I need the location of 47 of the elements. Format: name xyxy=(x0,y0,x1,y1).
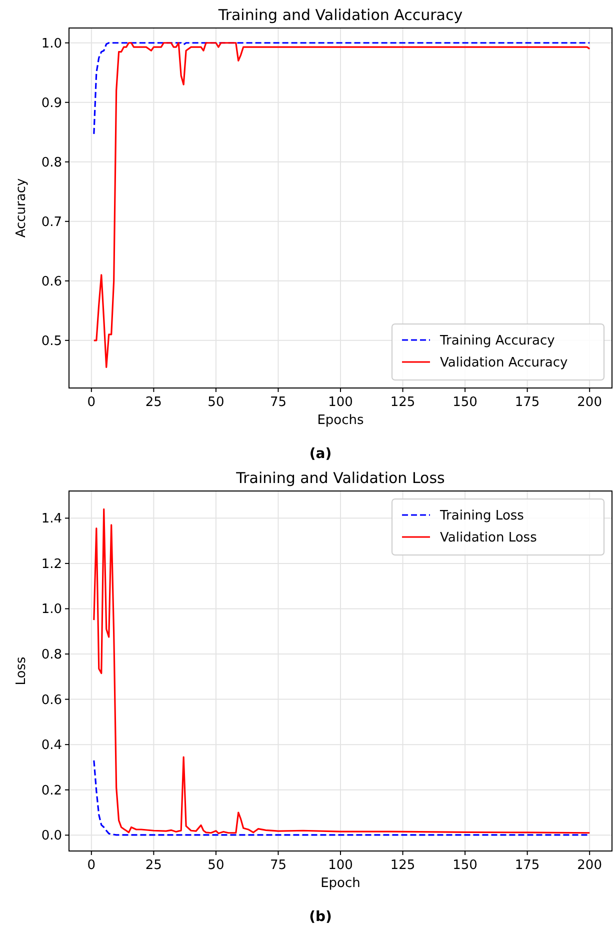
x-tick-label: 25 xyxy=(145,858,162,873)
x-tick-label: 200 xyxy=(577,395,602,410)
y-tick-label: 0.6 xyxy=(41,692,62,708)
x-tick-label: 175 xyxy=(514,858,540,873)
x-tick-label: 50 xyxy=(208,858,224,873)
line-series xyxy=(93,42,590,135)
y-tick-label: 0.7 xyxy=(41,214,62,230)
x-tick-label: 200 xyxy=(577,858,602,873)
x-tick-label: 150 xyxy=(452,395,478,410)
x-tick-label: 0 xyxy=(87,395,96,410)
y-tick-label: 0.0 xyxy=(41,828,62,844)
x-tick-label: 0 xyxy=(87,858,96,873)
x-tick-label: 100 xyxy=(328,858,353,873)
y-tick-label: 1.0 xyxy=(41,36,62,52)
y-tick-label: 0.2 xyxy=(41,783,62,798)
x-tick-label: 25 xyxy=(145,395,162,410)
chart-title: Training and Validation Loss xyxy=(235,469,446,487)
y-tick-label: 1.2 xyxy=(41,556,62,572)
y-tick-label: 1.0 xyxy=(41,602,62,618)
x-tick-label: 75 xyxy=(270,395,287,410)
y-axis-title: Loss xyxy=(14,656,29,686)
x-tick-label: 75 xyxy=(270,858,287,873)
x-tick-label: 125 xyxy=(390,858,416,873)
x-tick-label: 175 xyxy=(514,395,540,410)
x-tick-label: 125 xyxy=(390,395,416,410)
text: (b) xyxy=(309,909,332,925)
legend-label: Training Accuracy xyxy=(439,334,556,348)
y-tick-label: 0.4 xyxy=(41,738,62,754)
legend-label: Training Loss xyxy=(439,508,524,524)
legend-label: Validation Accuracy xyxy=(440,356,568,370)
line-series xyxy=(93,508,590,834)
y-tick-label: 0.8 xyxy=(41,155,62,170)
y-tick-label: 1.4 xyxy=(41,512,62,527)
x-axis-title: Epochs xyxy=(317,413,364,428)
y-axis-title: Accuracy xyxy=(14,178,29,238)
y-tick-label: 0.5 xyxy=(41,334,62,349)
y-tick-label: 0.6 xyxy=(41,274,62,290)
text: (a) xyxy=(309,446,332,462)
x-tick-label: 50 xyxy=(208,395,224,410)
y-tick-label: 0.9 xyxy=(41,96,62,111)
x-tick-label: 100 xyxy=(328,395,353,410)
x-tick-label: 150 xyxy=(452,858,478,873)
x-axis-title: Epoch xyxy=(320,876,360,891)
line-series xyxy=(93,42,590,368)
chart-title: Training and Validation Accuracy xyxy=(217,6,463,24)
legend-label: Validation Loss xyxy=(440,530,538,546)
y-tick-label: 0.8 xyxy=(41,648,62,663)
